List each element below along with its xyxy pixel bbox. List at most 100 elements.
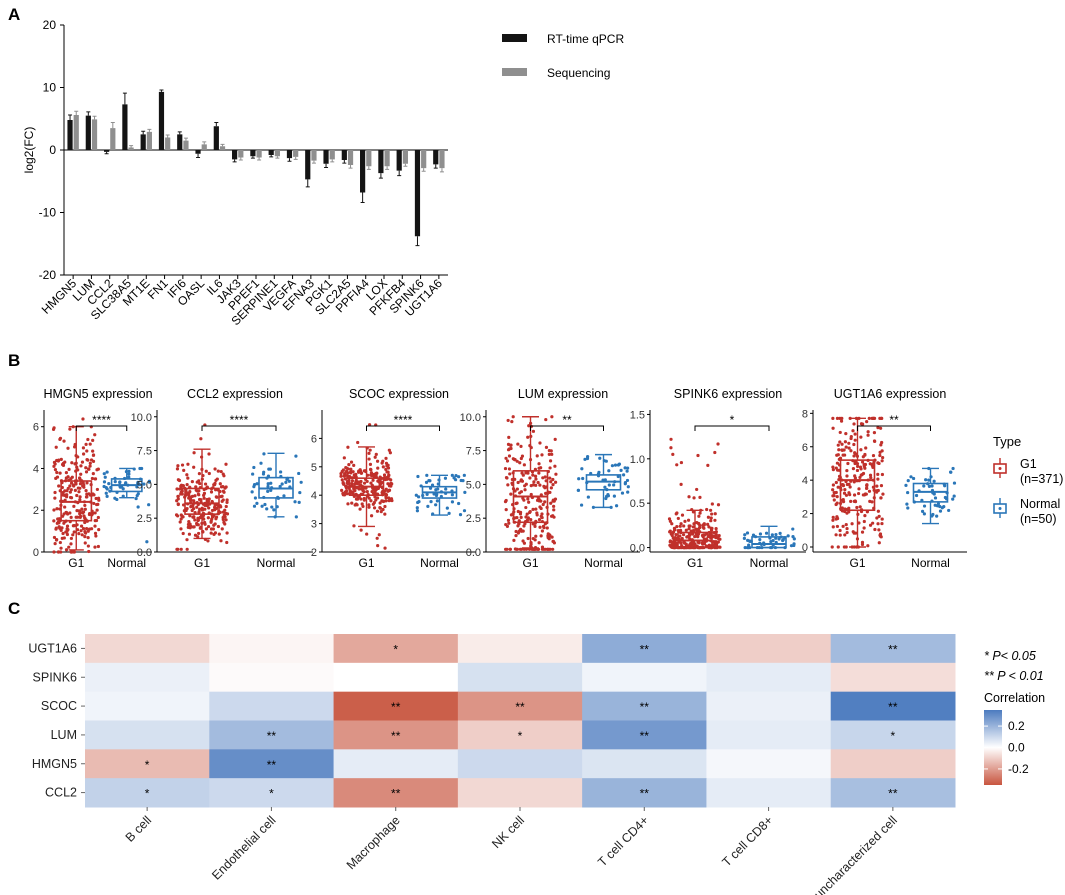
b-point-g1	[838, 430, 842, 435]
b-point-g1	[548, 476, 552, 480]
c-cell-ugt1a6-uncharacterized-cell	[830, 634, 956, 664]
b-point-g1	[91, 453, 96, 457]
b-point-g1	[79, 472, 83, 476]
b-point-normal	[742, 536, 746, 540]
b-point-normal	[933, 503, 937, 507]
b-point-normal	[598, 456, 602, 460]
b-point-g1	[95, 508, 99, 512]
b-point-g1	[388, 482, 392, 486]
b-point-normal	[743, 533, 747, 537]
b-point-normal	[444, 487, 448, 491]
b-y-tick-label: 7.5	[137, 446, 152, 458]
b-point-g1	[384, 499, 388, 503]
b-point-g1	[526, 497, 530, 501]
b-point-g1	[847, 446, 851, 450]
b-point-g1	[213, 467, 217, 471]
b-x-label-g1: G1	[687, 556, 703, 570]
c-cell-scoc-endothelial-cell	[209, 691, 335, 721]
b-point-g1	[531, 522, 535, 526]
a-bar-ppfia4-seq	[366, 150, 372, 167]
b-point-g1	[710, 512, 714, 516]
b-point-g1	[212, 483, 216, 487]
b-point-g1	[830, 545, 834, 549]
c-cell-ugt1a6-b-cell	[85, 634, 210, 664]
b-point-g1	[875, 484, 879, 488]
b-point-g1	[519, 515, 523, 519]
b-y-tick-label: 6	[802, 442, 808, 454]
b-point-g1	[701, 523, 705, 527]
b-point-normal	[104, 491, 108, 495]
b-plot-scoc-expression: SCOC expression 2 3 4 5 6 G1 Normal ****	[311, 387, 476, 570]
b-point-normal	[745, 531, 750, 535]
b-point-normal	[145, 540, 149, 544]
b-point-normal	[607, 483, 611, 487]
b-point-g1	[181, 531, 185, 536]
b-point-normal	[612, 494, 616, 498]
b-point-g1	[340, 478, 344, 482]
a-bar-ugt1a6-seq	[439, 150, 445, 169]
b-point-g1	[59, 546, 63, 550]
b-point-g1	[505, 459, 510, 463]
b-sig-bracket	[201, 425, 277, 431]
b-point-g1	[343, 477, 348, 481]
b-point-g1	[549, 480, 553, 484]
b-point-g1	[195, 505, 199, 509]
b-point-normal	[147, 480, 151, 484]
b-point-normal	[914, 493, 919, 498]
b-point-g1	[224, 504, 228, 509]
b-x-label-g1: G1	[358, 556, 374, 570]
b-point-g1	[680, 536, 684, 541]
b-point-g1	[877, 541, 881, 545]
b-plot-title: SPINK6 expression	[674, 387, 782, 401]
b-point-g1	[718, 545, 722, 549]
b-sig-stars: ****	[92, 413, 111, 427]
b-point-g1	[698, 495, 702, 499]
b-sig-bracket	[857, 425, 931, 431]
b-point-g1	[197, 493, 201, 497]
b-point-g1	[349, 460, 354, 464]
b-point-normal	[293, 500, 297, 504]
b-point-g1	[78, 498, 82, 502]
b-point-g1	[835, 461, 840, 465]
b-point-g1	[387, 496, 391, 500]
b-point-normal	[746, 545, 750, 550]
b-point-g1	[367, 496, 371, 500]
b-point-g1	[849, 436, 853, 441]
b-point-g1	[72, 530, 76, 534]
b-point-g1	[671, 536, 675, 540]
b-point-g1	[94, 534, 98, 538]
b-point-g1	[344, 469, 349, 473]
b-point-g1	[707, 543, 711, 547]
c-cell-scoc-macrophage	[333, 691, 459, 721]
b-point-g1	[75, 493, 79, 498]
b-point-g1	[224, 485, 228, 489]
a-bar-efna3-seq	[311, 150, 317, 161]
b-point-g1	[214, 517, 218, 521]
b-x-label-g1: G1	[849, 556, 865, 570]
a-bar-vegfa-qpcr	[286, 150, 293, 159]
b-point-g1	[553, 480, 558, 484]
a-bar-jak3-qpcr	[232, 150, 238, 160]
b-point-g1	[512, 457, 517, 462]
b-point-g1	[375, 509, 380, 513]
b-point-g1	[86, 437, 90, 442]
b-point-g1	[69, 550, 73, 554]
c-cell-ccl2-b-cell	[85, 778, 210, 808]
b-point-normal	[607, 469, 611, 473]
b-y-tick-label: 6	[311, 433, 317, 445]
b-point-g1	[368, 462, 373, 466]
b-point-g1	[841, 500, 846, 504]
b-point-normal	[922, 484, 926, 488]
b-point-normal	[142, 482, 146, 486]
b-y-tick-label: 2	[33, 505, 39, 517]
a-bar-mt1e-seq	[146, 131, 152, 150]
b-point-g1	[701, 542, 705, 546]
b-point-g1	[668, 519, 672, 523]
b-point-g1	[867, 416, 871, 420]
b-point-g1	[504, 508, 508, 512]
b-point-g1	[544, 417, 548, 422]
b-point-g1	[831, 465, 835, 469]
c-col-label-nk-cell: NK cell	[489, 813, 527, 851]
b-point-g1	[219, 469, 223, 474]
b-point-g1	[384, 487, 388, 491]
